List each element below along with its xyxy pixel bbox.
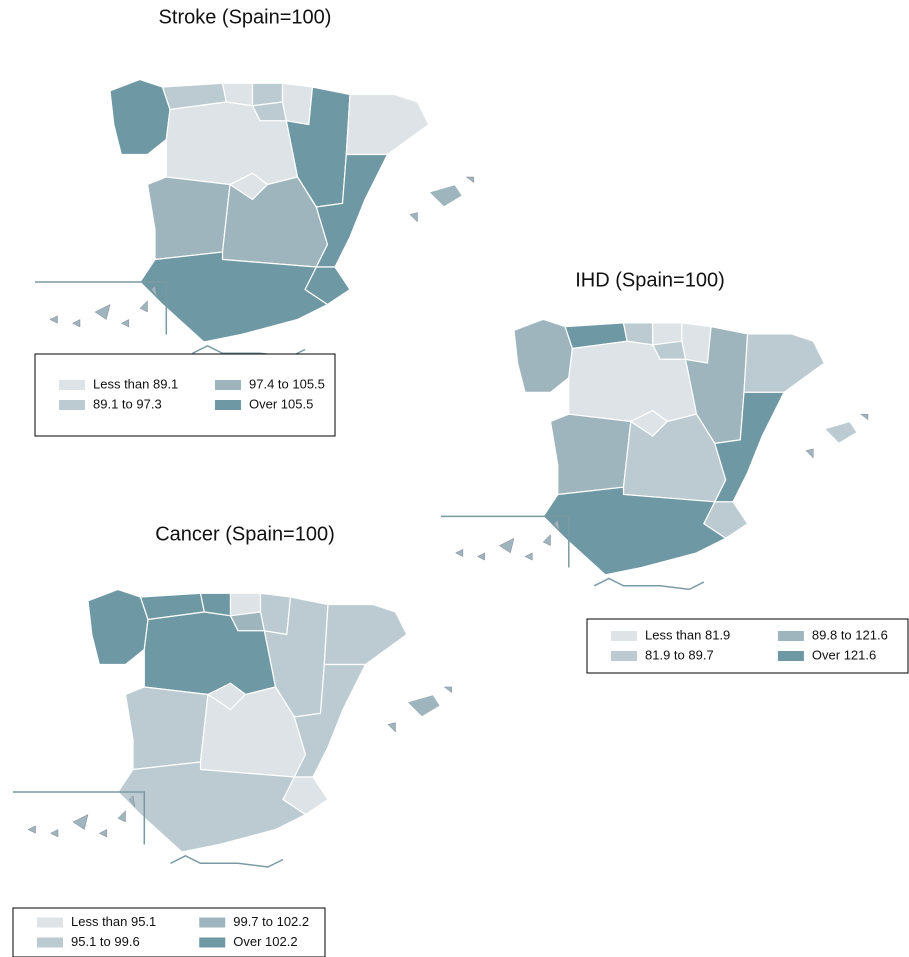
legend-swatch (37, 917, 63, 928)
region (549, 413, 632, 496)
region (823, 420, 858, 445)
legend-label: 89.8 to 121.6 (812, 627, 888, 642)
legend-swatch (611, 651, 637, 661)
map: Stroke (Spain=100) Less than 89.1 89.1 to … (34, 6, 475, 437)
legend-swatch (215, 380, 241, 390)
island (455, 548, 464, 557)
island (49, 829, 59, 838)
region (87, 588, 149, 666)
island (150, 285, 158, 298)
region (743, 333, 826, 393)
legend-swatch (59, 400, 85, 410)
island (387, 722, 396, 733)
map: Cancer (Spain=100) Less than 95.1 95.1 to … (12, 523, 453, 957)
coast-line (170, 854, 284, 868)
region (681, 322, 712, 364)
legend-swatch (777, 651, 804, 661)
region (259, 592, 292, 636)
island (117, 810, 126, 823)
island (553, 519, 560, 532)
map-title: Cancer (Spain=100) (155, 523, 335, 545)
legend-label: Over 102.2 (233, 934, 297, 949)
legend-label: Less than 81.9 (645, 627, 730, 642)
island (860, 413, 869, 421)
legend-label: 97.4 to 105.5 (249, 376, 325, 391)
inset-frame (13, 791, 146, 845)
region (281, 82, 314, 126)
island (94, 304, 111, 320)
legend-swatch (59, 380, 85, 390)
legend-box (586, 618, 909, 674)
island (139, 300, 148, 313)
island (128, 795, 136, 808)
island (805, 448, 814, 459)
region (146, 176, 231, 261)
island (27, 825, 36, 834)
island (443, 686, 453, 694)
legend-label: 81.9 to 89.7 (645, 647, 714, 662)
island (409, 212, 418, 223)
island (476, 552, 486, 561)
region (139, 251, 329, 343)
legend-box (12, 907, 326, 957)
island (71, 319, 81, 328)
island (465, 176, 475, 184)
region (405, 693, 442, 718)
legend-box (34, 353, 336, 437)
island (49, 315, 58, 324)
island (498, 537, 515, 554)
region (117, 761, 307, 853)
legend-swatch (611, 631, 637, 641)
region (109, 78, 171, 156)
inset-frame (441, 515, 570, 568)
legend-label: 95.1 to 99.6 (71, 934, 140, 949)
island (120, 319, 130, 328)
legend-swatch (37, 937, 63, 948)
map-title: Stroke (Spain=100) (159, 6, 332, 28)
legend-label: Less than 95.1 (71, 914, 156, 929)
island (98, 829, 108, 838)
region (542, 486, 727, 576)
legend-label: 89.1 to 97.3 (93, 396, 162, 411)
inset-frame (35, 281, 168, 335)
island (524, 552, 533, 561)
region (323, 603, 408, 666)
legend-label: Over 105.5 (249, 396, 313, 411)
legend-label: 99.7 to 102.2 (233, 914, 309, 929)
legend-swatch (199, 917, 226, 928)
legend-swatch (777, 631, 804, 641)
legend-label: Over 121.6 (812, 647, 876, 662)
map: IHD (Spain=100) Less than 81.9 81.9 to 89.… (441, 269, 909, 674)
legend-label: Less than 89.1 (93, 376, 178, 391)
island (542, 533, 551, 547)
legend-swatch (215, 400, 241, 410)
region (513, 318, 574, 393)
region (124, 686, 209, 771)
legend-swatch (199, 937, 226, 948)
island (72, 814, 89, 830)
region (345, 93, 430, 156)
map-title: IHD (Spain=100) (575, 269, 725, 291)
coast-line (593, 577, 705, 591)
region (427, 183, 464, 208)
